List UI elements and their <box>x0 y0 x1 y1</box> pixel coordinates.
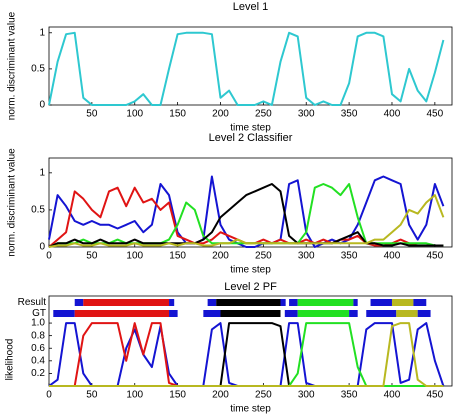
row-segment <box>413 299 427 306</box>
row-segment <box>391 299 414 306</box>
y-tick-label: 1 <box>39 27 45 38</box>
x-tick-label: 150 <box>169 251 186 262</box>
row-segment <box>74 310 170 317</box>
row-segment <box>203 310 221 317</box>
x-tick-label: 200 <box>212 390 229 401</box>
row-segment <box>83 299 170 306</box>
x-tick-label: 0 <box>46 390 52 401</box>
chart-title: Level 1 <box>233 1 268 13</box>
x-tick-label: 300 <box>298 109 315 120</box>
row-segment <box>207 299 217 306</box>
row-segment <box>169 299 175 306</box>
row-segment <box>370 299 392 306</box>
x-tick-label: 400 <box>384 109 401 120</box>
x-tick-label: 100 <box>126 251 143 262</box>
x-tick-label: 400 <box>384 251 401 262</box>
row-segment <box>297 310 350 317</box>
x-tick-label: 200 <box>212 251 229 262</box>
y-axis-label: norm. discriminant value <box>7 11 18 120</box>
x-tick-label: 350 <box>341 109 358 120</box>
axes-box <box>48 295 453 387</box>
x-tick-label: 50 <box>86 251 98 262</box>
row-segment <box>349 310 358 317</box>
x-axis-label: time step <box>230 404 271 415</box>
y-tick-label: 0 <box>39 242 45 253</box>
row-segment <box>280 299 286 306</box>
x-tick-label: 50 <box>86 390 98 401</box>
row-label: GT <box>32 308 46 319</box>
x-tick-label: 250 <box>255 109 272 120</box>
y-tick-label: 0.8 <box>31 330 45 341</box>
x-tick-label: 400 <box>384 390 401 401</box>
row-segment <box>297 299 354 306</box>
chart-title: Level 2 Classifier <box>209 132 293 144</box>
row-segment <box>417 310 431 317</box>
x-tick-label: 300 <box>298 251 315 262</box>
x-tick-label: 100 <box>126 109 143 120</box>
x-tick-label: 250 <box>255 390 272 401</box>
x-tick-label: 450 <box>427 251 444 262</box>
series-line <box>48 183 444 248</box>
row-segment <box>220 310 281 317</box>
x-tick-label: 100 <box>126 390 143 401</box>
series-line <box>48 31 445 106</box>
y-axis-label: norm. discriminant value <box>7 148 18 257</box>
x-tick-label: 450 <box>427 109 444 120</box>
row-segment <box>284 310 298 317</box>
row-segment <box>289 299 298 306</box>
x-tick-label: 50 <box>86 109 98 120</box>
y-tick-label: 0.5 <box>31 205 45 216</box>
y-tick-label: 0.5 <box>31 64 45 75</box>
y-axis-label: likelihood <box>5 339 16 381</box>
y-tick-label: 0.6 <box>31 343 45 354</box>
y-tick-label: 0 <box>39 100 45 111</box>
row-segment <box>216 299 281 306</box>
x-tick-label: 350 <box>341 390 358 401</box>
y-tick-label: 0.4 <box>31 355 45 366</box>
x-tick-label: 150 <box>169 390 186 401</box>
series-line <box>48 175 445 248</box>
x-axis-label: time step <box>230 265 271 276</box>
row-segment <box>366 310 397 317</box>
y-tick-label: 0.2 <box>31 368 45 379</box>
x-tick-label: 250 <box>255 251 272 262</box>
row-segment <box>353 299 358 306</box>
row-segment <box>396 310 418 317</box>
x-tick-label: 0 <box>46 251 52 262</box>
series-line <box>49 322 444 387</box>
x-tick-label: 150 <box>169 109 186 120</box>
x-tick-label: 300 <box>298 390 315 401</box>
row-segment <box>74 299 84 306</box>
series-line <box>48 194 445 248</box>
row-label: Result <box>18 297 47 308</box>
row-segment <box>169 310 178 317</box>
x-axis-label: time step <box>230 123 271 134</box>
y-tick-label: 1.0 <box>31 318 45 329</box>
x-tick-label: 200 <box>212 109 229 120</box>
x-tick-label: 350 <box>341 251 358 262</box>
row-segment <box>53 310 75 317</box>
chart-title: Level 2 PF <box>224 281 277 293</box>
x-tick-label: 450 <box>427 390 444 401</box>
y-tick-label: 1 <box>39 167 45 178</box>
